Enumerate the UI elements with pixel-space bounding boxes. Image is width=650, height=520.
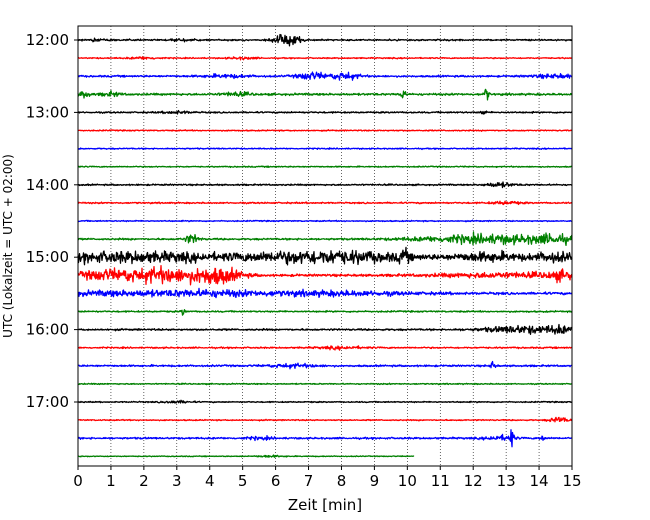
x-axis: 0 1 2 3 4 5 6 7 8 9 10 11 12 13 14 15 <box>73 466 582 490</box>
x-tick-label: 13 <box>497 472 516 490</box>
x-tick-label: 9 <box>370 472 380 490</box>
x-tick-label: 8 <box>337 472 347 490</box>
seismic-trace <box>77 345 573 351</box>
x-tick-label: 7 <box>304 472 314 490</box>
x-tick-label: 14 <box>530 472 549 490</box>
seismic-trace <box>77 360 573 370</box>
x-tick-label: 1 <box>106 472 116 490</box>
seismic-trace <box>77 200 573 206</box>
seismic-trace <box>77 33 573 47</box>
seismic-trace <box>77 309 573 316</box>
y-tick-label: 17:00 <box>26 393 69 411</box>
y-tick-label: 15:00 <box>26 248 69 266</box>
y-axis-label: UTC (Lokalzeit = UTC + 02:00) <box>1 154 15 338</box>
seismic-trace <box>77 181 573 189</box>
seismic-trace <box>77 265 573 286</box>
x-tick-label: 10 <box>398 472 417 490</box>
seismic-trace <box>77 323 573 335</box>
y-axis: 12:00 13:00 14:00 15:00 16:00 17:00 <box>26 31 78 411</box>
x-tick-label: 15 <box>562 472 581 490</box>
x-tick-label: 4 <box>205 472 215 490</box>
seismic-trace <box>77 246 573 266</box>
x-tick-label: 11 <box>431 472 450 490</box>
seismic-trace <box>77 399 573 404</box>
trace-group <box>77 33 573 458</box>
seismic-trace <box>77 416 573 423</box>
seismic-trace <box>77 287 573 299</box>
seismic-trace <box>77 454 415 458</box>
y-tick-label: 14:00 <box>26 176 69 194</box>
seismic-trace <box>77 129 573 132</box>
y-tick-label: 13:00 <box>26 103 69 121</box>
seismic-trace <box>77 88 573 101</box>
seismic-trace <box>77 165 573 169</box>
seismic-trace <box>77 147 573 151</box>
x-axis-label: Zeit [min] <box>288 496 362 514</box>
x-tick-label: 0 <box>73 472 83 490</box>
seismic-trace <box>77 109 573 115</box>
vertical-grid <box>110 26 540 466</box>
seismic-trace <box>77 71 573 81</box>
x-tick-label: 5 <box>238 472 248 490</box>
x-tick-label: 3 <box>172 472 182 490</box>
plot-frame <box>77 25 573 467</box>
x-tick-label: 2 <box>139 472 149 490</box>
y-tick-label: 16:00 <box>26 321 69 339</box>
seismic-trace <box>77 231 573 247</box>
seismic-trace <box>77 56 573 61</box>
seismic-trace <box>77 219 573 223</box>
seismic-trace <box>77 382 573 386</box>
x-tick-label: 6 <box>271 472 281 490</box>
x-tick-label: 12 <box>464 472 483 490</box>
y-tick-label: 12:00 <box>26 31 69 49</box>
seismic-trace <box>77 429 573 448</box>
